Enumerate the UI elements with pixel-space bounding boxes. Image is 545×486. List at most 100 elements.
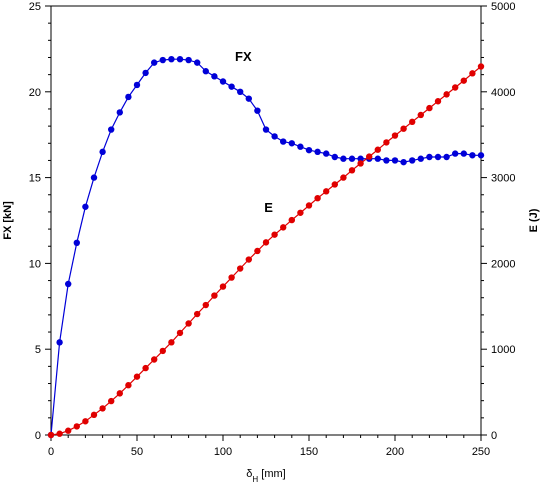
y-right-tick-label: 1000 <box>491 344 515 356</box>
fx-data-point <box>228 83 235 90</box>
e-data-point <box>237 265 244 272</box>
y-left-tick-label: 10 <box>29 258 41 270</box>
e-data-point <box>323 188 330 195</box>
fx-data-point <box>331 153 338 161</box>
e-data-point <box>391 132 399 139</box>
fx-data-point <box>357 155 364 162</box>
y-left-tick-label: 20 <box>29 87 41 99</box>
e-data-point <box>469 70 476 77</box>
e-data-point <box>159 347 166 355</box>
fx-data-point <box>90 174 98 181</box>
y-axis-right-title: E (J) <box>528 208 540 232</box>
fx-data-point <box>434 153 442 161</box>
y-left-tick-label: 0 <box>35 430 41 442</box>
e-data-point <box>176 329 184 337</box>
e-data-point <box>357 160 364 167</box>
e-data-point <box>116 390 124 397</box>
e-data-point <box>340 174 347 181</box>
fx-data-point <box>409 157 416 164</box>
fx-data-point <box>417 155 424 162</box>
fx-data-point <box>125 93 132 101</box>
fx-data-point <box>305 146 313 154</box>
fx-data-point <box>82 203 89 210</box>
e-data-point <box>202 301 209 309</box>
fx-data-point <box>108 126 115 133</box>
fx-data-point <box>374 155 381 162</box>
e-data-point <box>82 418 89 425</box>
e-data-point <box>133 373 141 380</box>
e-data-point <box>460 77 467 84</box>
x-axis-title-unit: [mm] <box>258 468 286 480</box>
e-data-point <box>245 256 252 263</box>
e-data-point <box>125 382 132 389</box>
e-data-point <box>366 153 373 160</box>
y-right-tick-label: 5000 <box>491 1 515 13</box>
x-axis-title: δH [mm] <box>246 468 285 484</box>
e-data-point <box>297 209 304 216</box>
e-data-point <box>331 181 338 188</box>
fx-data-point <box>469 152 476 159</box>
fx-series-line <box>50 58 481 436</box>
fx-data-point <box>288 140 295 147</box>
fx-data-point <box>391 157 399 164</box>
e-data-point <box>452 84 459 91</box>
e-data-point <box>383 139 390 146</box>
y-axis-left-title: FX [kN] <box>2 201 14 240</box>
e-data-point <box>151 356 158 363</box>
fx-data-point <box>185 56 192 64</box>
e-data-point <box>417 111 424 119</box>
y-right-tick-label: 2000 <box>491 258 515 270</box>
fx-data-point <box>219 78 227 85</box>
fx-data-point <box>73 239 81 247</box>
fx-data-point <box>443 153 450 161</box>
fx-data-point <box>56 339 63 346</box>
e-data-point <box>142 364 149 372</box>
y-left-tick-label: 25 <box>29 1 41 13</box>
e-data-point <box>228 274 235 281</box>
x-tick-label: 50 <box>131 446 143 458</box>
e-data-point <box>280 224 287 231</box>
fx-data-point <box>194 59 201 66</box>
e-data-point <box>73 423 81 430</box>
e-data-point <box>271 231 278 238</box>
e-data-point <box>409 118 416 126</box>
fx-data-point <box>452 150 459 157</box>
fx-data-point <box>426 153 433 161</box>
plot-frame <box>50 5 482 436</box>
e-data-point <box>254 247 261 255</box>
fx-data-point <box>133 81 141 89</box>
fx-data-point <box>340 155 347 162</box>
e-data-point <box>443 91 450 98</box>
e-data-point <box>168 339 175 346</box>
fx-data-point <box>168 55 175 63</box>
fx-data-point <box>477 152 485 159</box>
e-data-point <box>374 146 381 153</box>
y-left-tick-label: 15 <box>29 173 41 185</box>
fx-data-point <box>297 143 304 150</box>
fx-data-point <box>323 150 330 157</box>
y-right-tick-label: 0 <box>491 430 497 442</box>
fx-data-point <box>254 107 261 114</box>
e-data-point <box>400 125 407 132</box>
series-layer <box>47 55 485 439</box>
fx-data-point <box>280 138 287 145</box>
fx-data-point <box>142 69 149 77</box>
x-tick-label: 100 <box>214 446 232 458</box>
fx-series-label: FX <box>235 49 252 64</box>
e-data-point <box>90 411 98 419</box>
y-right-tick-label: 3000 <box>491 173 515 185</box>
fx-data-point <box>400 158 407 166</box>
fx-data-point <box>151 59 158 66</box>
fx-data-point <box>99 148 106 156</box>
fx-data-point <box>176 55 184 63</box>
e-data-point <box>211 292 218 299</box>
e-data-point <box>305 202 313 209</box>
e-data-point <box>65 427 72 434</box>
x-axis-title-main: δ <box>246 468 252 480</box>
fx-data-point <box>314 148 321 156</box>
e-series-label: E <box>264 200 273 215</box>
e-data-point <box>47 431 55 439</box>
y-right-tick-label: 4000 <box>491 87 515 99</box>
fx-data-point <box>116 109 124 116</box>
